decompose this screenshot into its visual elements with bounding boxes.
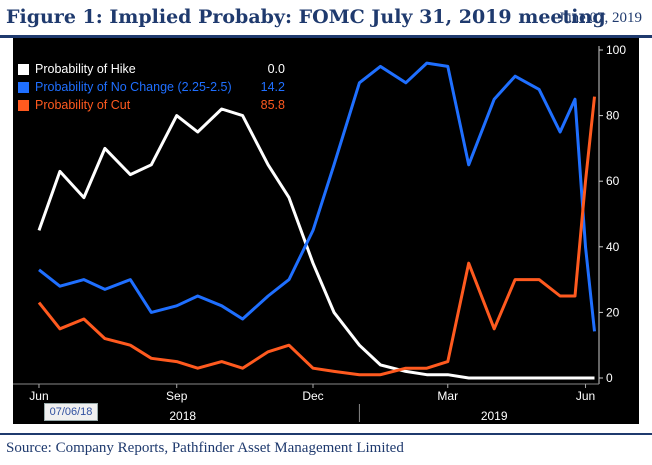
y-tick-label: 80 xyxy=(606,109,620,123)
legend-value-cut: 85.8 xyxy=(260,98,285,112)
legend-label-cut: Probability of Cut xyxy=(35,98,131,112)
legend-label-hike: Probability of Hike xyxy=(35,62,136,76)
x-tick-label: Dec xyxy=(302,389,323,403)
y-tick-label: 20 xyxy=(606,305,620,319)
line-chart: 0 20 40 60 80 100 Jun Sep Dec Mar Jun 2018 2019 xyxy=(13,43,626,423)
footer-divider xyxy=(0,433,652,435)
x-tick-label: Sep xyxy=(166,389,188,403)
y-tick-label: 100 xyxy=(606,43,626,57)
chart-axes: 0 20 40 60 80 100 Jun Sep Dec Mar Jun 2018 2019 xyxy=(13,43,626,423)
legend-label-no-change: Probability of No Change (2.25-2.5) xyxy=(35,80,232,94)
y-tick-label: 0 xyxy=(606,371,613,385)
chart-series xyxy=(37,61,596,380)
figure-title: Figure 1: Implied Probaby: FOMC July 31,… xyxy=(6,6,606,28)
legend-value-hike: 0.0 xyxy=(267,62,285,76)
series-line-cut xyxy=(37,96,596,377)
y-tick-label: 60 xyxy=(606,174,620,188)
source-note: Source: Company Reports, Pathfinder Asse… xyxy=(6,440,404,456)
x-tick-label: Jun xyxy=(576,389,595,403)
legend-item-cut: Probability of Cut 85.8 xyxy=(18,96,285,114)
legend-item-hike: Probability of Hike 0.0 xyxy=(18,60,285,78)
report-header: Figure 1: Implied Probaby: FOMC July 31,… xyxy=(0,0,652,36)
chart-panel: 0 20 40 60 80 100 Jun Sep Dec Mar Jun 2018 2019 xyxy=(13,38,639,424)
x-tick-label: Jun xyxy=(29,389,48,403)
legend-value-no-change: 14.2 xyxy=(260,80,285,94)
chart-legend: Probability of Hike 0.0 Probability of N… xyxy=(18,60,285,114)
legend-swatch-cut xyxy=(18,99,29,111)
legend-swatch-no-change xyxy=(18,81,29,93)
x-tick-label: Mar xyxy=(437,389,458,403)
series-line-hike xyxy=(37,107,595,380)
header-divider xyxy=(0,35,652,38)
legend-item-no-change: Probability of No Change (2.25-2.5) 14.2 xyxy=(18,78,285,96)
date-tag[interactable]: 07/06/18 xyxy=(44,403,98,421)
y-tick-label: 40 xyxy=(606,240,620,254)
legend-swatch-hike xyxy=(18,63,29,75)
report-date: June 07, 2019 xyxy=(558,10,642,26)
year-label: 2019 xyxy=(481,409,508,423)
series-line-no-change xyxy=(38,61,596,332)
year-label: 2018 xyxy=(169,409,196,423)
